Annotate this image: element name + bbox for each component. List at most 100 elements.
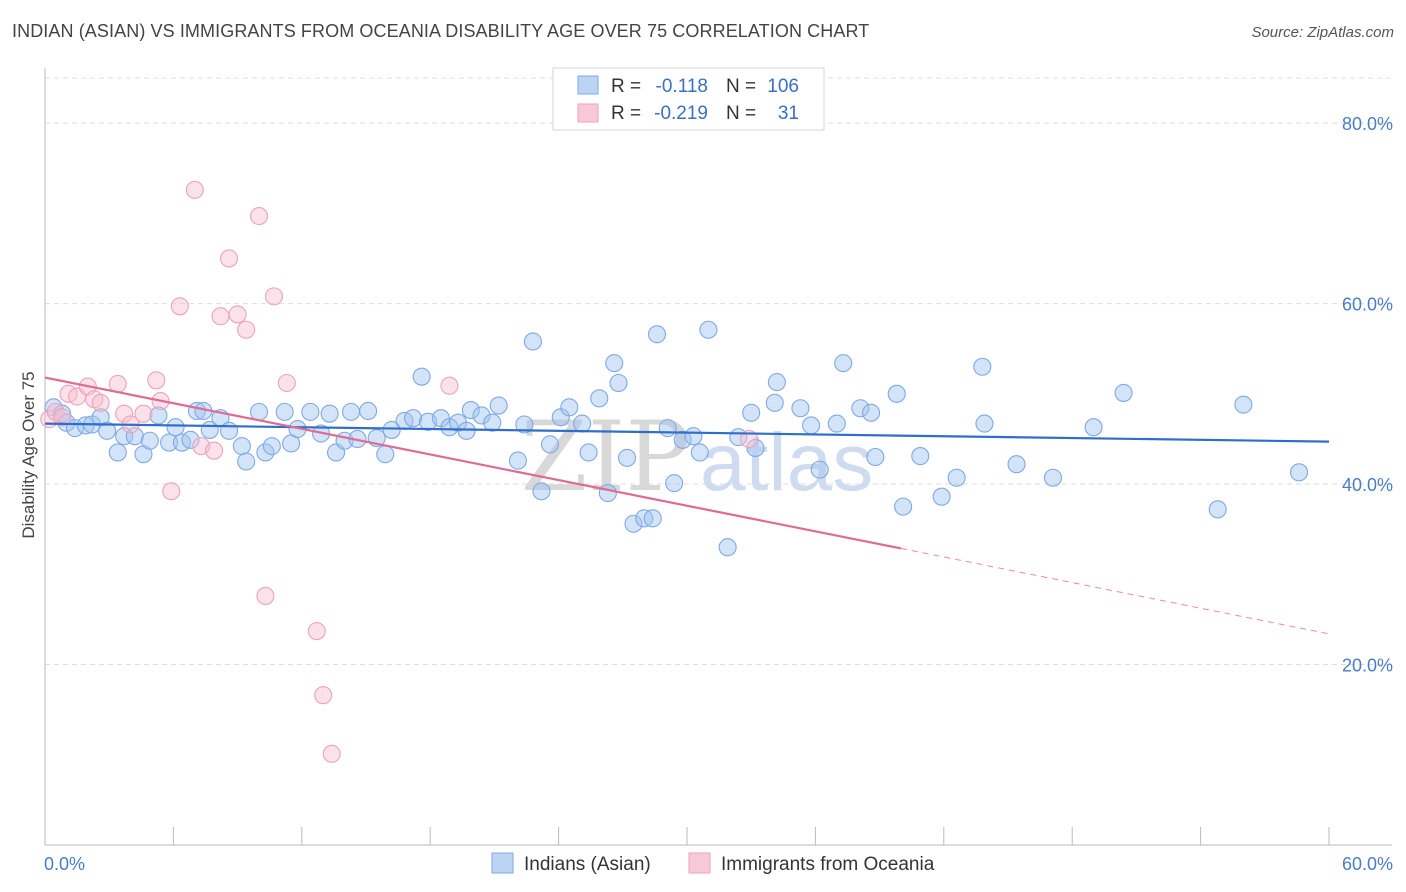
legend-swatch-blue <box>577 75 599 95</box>
data-point-indians <box>643 509 662 528</box>
data-point-oceania <box>256 586 275 606</box>
legend-n-value: 106 <box>767 76 799 97</box>
data-point-indians <box>767 373 786 392</box>
data-point-indians <box>827 414 846 433</box>
data-point-indians <box>457 421 476 440</box>
data-point-indians <box>140 431 159 450</box>
data-point-oceania <box>170 297 189 316</box>
data-point-indians <box>861 403 881 422</box>
data-point-indians <box>1208 500 1227 519</box>
data-point-indians <box>489 396 508 415</box>
legend-r-label: R = <box>611 76 641 97</box>
data-point-indians <box>181 430 200 449</box>
y-tick-label: 80.0% <box>1342 114 1393 134</box>
data-point-indians <box>624 514 643 533</box>
data-point-indians <box>320 404 339 423</box>
data-point-indians <box>947 468 966 487</box>
data-point-oceania <box>205 441 224 460</box>
data-point-indians <box>376 445 395 464</box>
data-point-indians <box>160 433 179 452</box>
data-point-indians <box>746 438 765 458</box>
data-point-indians <box>684 427 703 446</box>
data-point-indians <box>440 418 459 437</box>
data-point-indians <box>166 418 185 437</box>
data-point-indians <box>887 384 906 403</box>
data-point-indians <box>1007 455 1026 474</box>
data-point-indians <box>1234 395 1253 414</box>
data-point-indians <box>341 402 361 421</box>
data-point-indians <box>834 354 853 373</box>
data-point-indians <box>665 474 684 493</box>
data-point-indians <box>515 415 534 434</box>
data-point-indians <box>765 393 784 412</box>
data-point-indians <box>690 443 709 462</box>
data-point-indians <box>523 332 542 351</box>
data-point-indians <box>125 427 144 446</box>
legend-swatch-pink <box>577 103 599 123</box>
data-point-indians <box>573 414 592 433</box>
data-point-indians <box>249 402 269 421</box>
data-point-oceania <box>162 482 181 501</box>
trend-line-indians <box>44 422 1330 443</box>
data-point-indians <box>115 427 134 446</box>
data-point-indians <box>382 420 401 439</box>
data-point-indians <box>275 402 294 421</box>
chart-title: INDIAN (ASIAN) VS IMMIGRANTS FROM OCEANI… <box>12 21 870 41</box>
data-point-indians <box>802 416 821 435</box>
data-point-oceania <box>115 404 134 423</box>
data-point-indians <box>718 538 737 557</box>
data-point-indians <box>973 357 992 376</box>
data-point-indians <box>894 497 913 516</box>
data-point-indians <box>219 421 239 440</box>
data-point-indians <box>851 399 870 418</box>
data-point-indians <box>932 487 951 506</box>
data-point-indians <box>359 401 378 421</box>
data-point-indians <box>301 402 320 421</box>
x-tick-label: 0.0% <box>44 854 85 874</box>
legend-r-value: -0.219 <box>654 103 708 124</box>
data-point-indians <box>647 325 667 344</box>
data-point-oceania <box>211 307 230 326</box>
data-point-indians <box>508 451 527 470</box>
data-point-indians <box>472 406 491 425</box>
data-point-indians <box>791 399 810 418</box>
data-point-oceania <box>219 249 239 268</box>
data-point-indians <box>412 367 431 386</box>
data-point-oceania <box>440 376 459 395</box>
data-point-indians <box>1043 468 1062 487</box>
data-point-oceania <box>237 320 256 339</box>
data-point-indians <box>560 398 579 417</box>
stats-legend: R = -0.118 N = 106 R = -0.219 N = 31 <box>552 67 825 131</box>
data-point-oceania <box>249 207 269 226</box>
data-point-oceania <box>53 408 72 427</box>
data-point-oceania <box>185 180 204 199</box>
data-point-indians <box>461 401 480 420</box>
legend-label-indians: Indians (Asian) <box>524 854 651 875</box>
data-point-oceania <box>277 373 296 393</box>
series-legend: Indians (Asian) Immigrants from Oceania <box>491 852 935 875</box>
data-point-indians <box>540 435 560 454</box>
data-point-indians <box>598 484 617 503</box>
data-point-indians <box>483 413 502 432</box>
y-tick-label: 20.0% <box>1342 656 1393 676</box>
data-point-indians <box>866 447 885 467</box>
data-point-oceania <box>91 393 110 412</box>
data-point-oceania <box>307 622 326 641</box>
data-point-oceania <box>147 371 166 390</box>
y-tick-labels: 20.0% 40.0% 60.0% 80.0% <box>1342 114 1393 675</box>
data-point-oceania <box>740 429 759 448</box>
data-point-indians <box>911 447 930 466</box>
data-point-indians <box>605 354 624 373</box>
series-oceania-points <box>40 180 759 763</box>
axes <box>44 68 1392 846</box>
data-point-indians <box>237 452 256 471</box>
data-point-indians <box>76 416 95 435</box>
data-point-indians <box>810 460 829 479</box>
series-indians-asian-points <box>44 320 1309 557</box>
legend-n-label: N = <box>726 76 756 97</box>
data-point-indians <box>1289 463 1309 482</box>
legend-swatch-indians <box>491 852 514 874</box>
trend-line-oceania <box>44 376 902 550</box>
trend-line-oceania-extension <box>900 547 1330 635</box>
